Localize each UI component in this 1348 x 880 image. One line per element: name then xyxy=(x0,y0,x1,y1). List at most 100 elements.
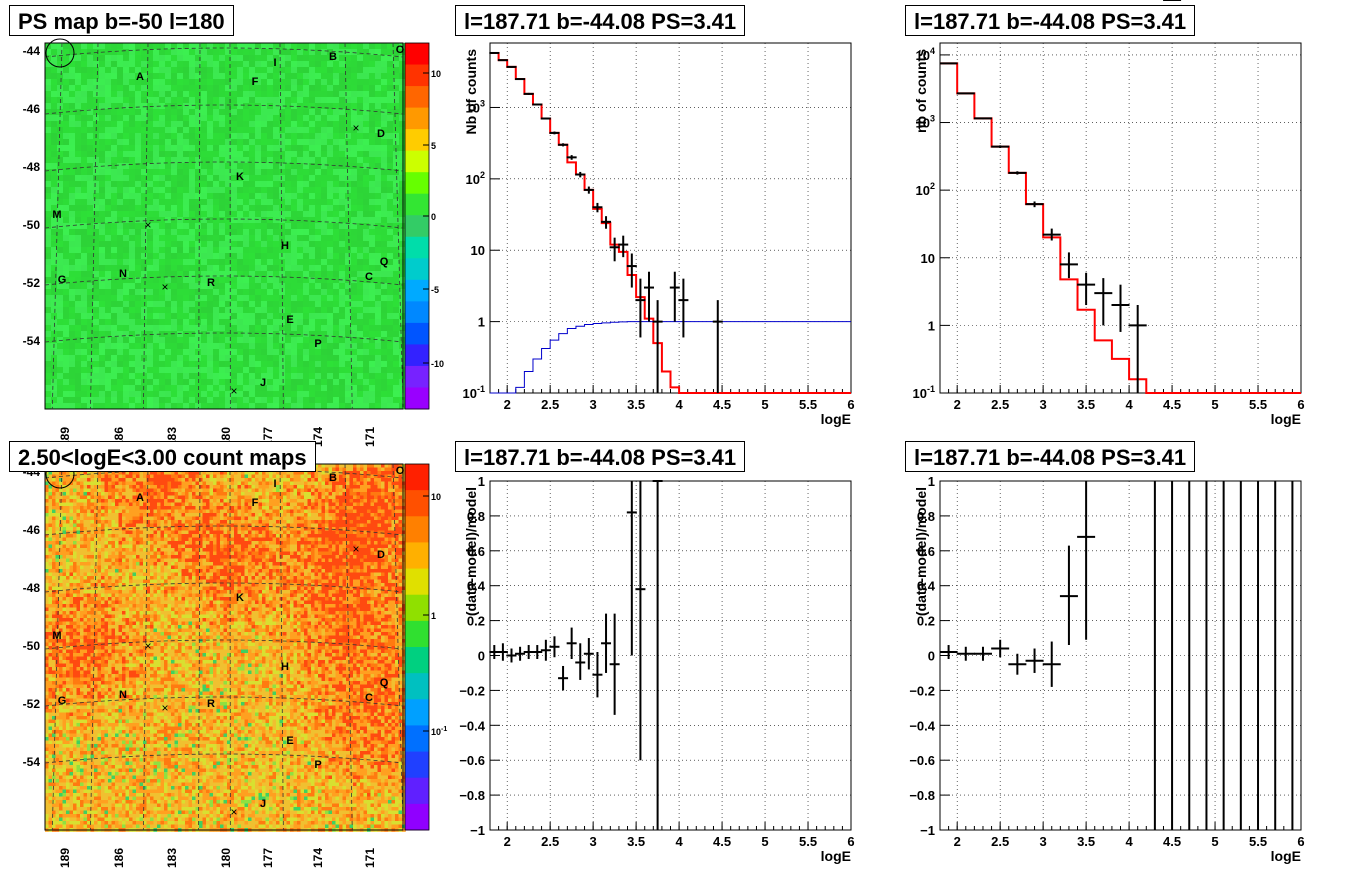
colorbar-segment xyxy=(405,258,429,280)
y-tick-label: 1 xyxy=(478,315,485,330)
source-label-O: O xyxy=(396,465,405,477)
source-label-D: D xyxy=(377,549,385,561)
map-y-ticks: -44-46-48-50-52-54 xyxy=(23,44,41,348)
map-y-tick-label: -50 xyxy=(23,639,41,653)
x-tick-label: 4 xyxy=(675,834,683,849)
y-tick-label: 10 xyxy=(921,251,935,266)
x-tick-label: 2.5 xyxy=(541,397,559,412)
cross-marker: × xyxy=(352,121,359,135)
y-tick-label: −0.2 xyxy=(459,683,485,698)
residual-title-right: l=187.71 b=-44.08 PS=3.41 xyxy=(905,441,1195,472)
x-tick-label: 2.5 xyxy=(541,834,559,849)
data-point xyxy=(541,118,551,120)
y-tick-label: −0.2 xyxy=(909,683,935,698)
x-axis-label: logE xyxy=(1271,411,1301,427)
colorbar-tick-label: 0 xyxy=(431,212,436,222)
map-y-tick-label: -48 xyxy=(23,581,41,595)
colorbar-segment xyxy=(405,151,429,173)
y-tick-label: 10-1 xyxy=(463,384,485,401)
source-label-Q: Q xyxy=(380,256,389,268)
y-tick-label: −0.6 xyxy=(459,753,485,768)
source-label-A: A xyxy=(136,71,144,83)
map-x-tick-label: 171 xyxy=(363,427,377,447)
x-tick-label: 5 xyxy=(1211,397,1218,412)
map-y-tick-label: -52 xyxy=(23,276,41,290)
colorbar-segment xyxy=(405,595,429,622)
x-tick-label: 6 xyxy=(847,397,854,412)
colorbar-segment xyxy=(405,108,429,130)
source-label-G: G xyxy=(58,695,67,707)
y-tick-label: −1 xyxy=(470,823,485,838)
y-tick-label: 0 xyxy=(928,649,935,664)
y-axis-label: (data-model)/model xyxy=(913,487,929,616)
data-point xyxy=(532,104,542,106)
map-y-ticks: -44-46-48-50-52-54 xyxy=(23,465,41,769)
colorbar-segment xyxy=(405,490,429,517)
source-label-A: A xyxy=(136,492,144,504)
y-tick-label: 102 xyxy=(916,181,935,198)
map-y-tick-label: -48 xyxy=(23,160,41,174)
colorbar-segment xyxy=(405,621,429,648)
colorbar-segment xyxy=(405,752,429,779)
colorbar-tick-label: 10 xyxy=(431,492,441,502)
colorbar-segment xyxy=(405,172,429,194)
data-point xyxy=(974,118,992,120)
map-y-tick-label: -52 xyxy=(23,697,41,711)
source-label-P: P xyxy=(314,759,321,771)
y-tick-label: −1 xyxy=(920,823,935,838)
cross-marker: × xyxy=(144,639,151,653)
x-tick-label: 4.5 xyxy=(713,397,731,412)
source-label-K: K xyxy=(236,592,244,604)
x-tick-label: 6 xyxy=(1297,834,1304,849)
cross-marker: × xyxy=(230,805,237,819)
source-label-O: O xyxy=(396,44,405,56)
colorbar-segment xyxy=(405,65,429,87)
colorbar-segment xyxy=(405,129,429,151)
colorbar-segment xyxy=(405,778,429,805)
count-map-title: 2.50<logE<3.00 count maps xyxy=(9,441,316,472)
source-label-D: D xyxy=(377,128,385,140)
colorbar-tick-label: 10 xyxy=(431,69,441,79)
map-x-tick-label: 171 xyxy=(363,848,377,868)
map-y-tick-label: -50 xyxy=(23,218,41,232)
x-tick-label: 5.5 xyxy=(1249,397,1267,412)
data-point xyxy=(506,66,516,68)
map-y-tick-label: -46 xyxy=(23,102,41,116)
y-tick-label: 10-1 xyxy=(913,384,935,401)
colorbar-segment xyxy=(405,699,429,726)
map-x-tick-label: 180 xyxy=(219,848,233,868)
y-tick-label: 10 xyxy=(471,243,485,258)
x-tick-label: 3 xyxy=(1040,397,1047,412)
x-tick-label: 5.5 xyxy=(1249,834,1267,849)
map-x-tick-label: 186 xyxy=(112,848,126,868)
y-axis-label: (data-model)/model xyxy=(463,487,479,616)
x-tick-label: 2.5 xyxy=(991,834,1009,849)
x-tick-label: 3.5 xyxy=(1077,834,1095,849)
cross-marker: × xyxy=(161,701,168,715)
x-tick-label: 6 xyxy=(847,834,854,849)
colorbar-segment xyxy=(405,516,429,543)
x-tick-label: 6 xyxy=(1297,397,1304,412)
source-label-R: R xyxy=(207,698,215,710)
plot-frame xyxy=(490,43,851,393)
data-point xyxy=(498,59,508,60)
colorbar-tick-label: 5 xyxy=(431,141,436,151)
x-axis-label: logE xyxy=(1271,848,1301,864)
data-point xyxy=(515,78,525,79)
y-tick-label: 1 xyxy=(928,318,935,333)
spectrum-title-left: l=187.71 b=-44.08 PS=3.41 xyxy=(455,5,745,36)
y-tick-label: 0 xyxy=(478,649,485,664)
source-label-P: P xyxy=(314,338,321,350)
y-tick-label: 1 xyxy=(478,474,485,489)
data-point xyxy=(940,63,958,64)
x-tick-label: 5.5 xyxy=(799,397,817,412)
data-point xyxy=(489,52,499,53)
x-tick-label: 4 xyxy=(1125,397,1133,412)
x-tick-label: 3 xyxy=(1040,834,1047,849)
x-tick-label: 2 xyxy=(954,834,961,849)
colorbar-segment xyxy=(405,215,429,237)
x-tick-label: 4.5 xyxy=(1163,834,1181,849)
